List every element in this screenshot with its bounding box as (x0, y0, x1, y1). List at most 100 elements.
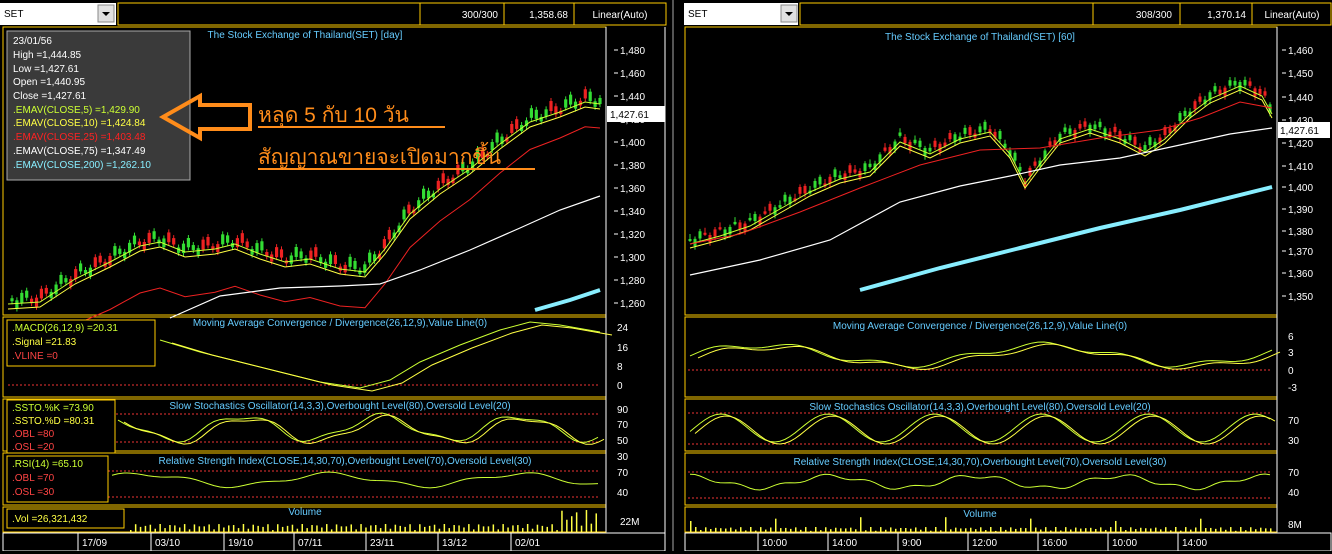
rsi-line (689, 473, 1271, 491)
time-label: 10:00 (762, 538, 787, 549)
candle (818, 176, 822, 185)
volume-bar (765, 529, 767, 532)
volume-bar (1250, 527, 1252, 532)
left-rsi-axis: 70 40 (617, 468, 629, 499)
volume-bar (965, 528, 967, 532)
volume-bar (531, 528, 534, 532)
volume-bar (468, 524, 470, 532)
axis-tick-label: 1,460 (1288, 46, 1313, 57)
right-chart-panel: SET 308/300 1,370.14 Linear(Auto) The St… (672, 0, 1332, 552)
candle (206, 236, 210, 246)
axis-tick-label: 70 (1288, 416, 1300, 427)
volume-bar (840, 528, 842, 532)
axis-tick-label: 0 (1288, 366, 1294, 377)
axis-tick-label: 16 (617, 343, 629, 354)
volume-bar (1105, 529, 1107, 532)
axis-tick-label: 30 (1288, 436, 1300, 447)
candle (593, 101, 597, 107)
right-scale-mode-button[interactable]: Linear(Auto) (1264, 10, 1319, 21)
axis-tick-label: 40 (617, 488, 629, 499)
candle (888, 147, 892, 154)
candle (387, 229, 391, 240)
candle (1193, 101, 1197, 110)
left-macd-lines (8, 321, 613, 392)
stoch-d-line (694, 415, 1276, 445)
candle (963, 127, 967, 134)
volume-bar (595, 513, 597, 532)
volume-bar (551, 524, 553, 532)
volume-bar (296, 528, 299, 532)
volume-bar (497, 529, 499, 532)
volume-bar (900, 527, 902, 532)
axis-tick-label: 24 (617, 323, 629, 334)
candle (1063, 127, 1067, 132)
candle (1163, 127, 1167, 136)
left-symbol-select[interactable] (0, 3, 116, 25)
volume-bar (1125, 530, 1127, 532)
candle (201, 239, 205, 250)
candle (943, 142, 947, 147)
info-low: Low =1,427.61 (13, 64, 79, 75)
candle (353, 260, 357, 269)
left-macd-title: Moving Average Convergence / Divergence(… (193, 318, 487, 329)
candle (1048, 141, 1052, 146)
volume-bar (760, 527, 762, 532)
volume-bar (790, 528, 792, 532)
left-current-price-tag (607, 106, 665, 122)
volume-bar (875, 530, 877, 532)
candle (713, 229, 717, 237)
volume-bar (1055, 527, 1057, 532)
volume-bar (945, 517, 947, 532)
volume-bar (745, 530, 747, 532)
volume-bar (188, 529, 191, 532)
volume-bar (830, 529, 832, 532)
left-scale-mode-button[interactable]: Linear(Auto) (592, 10, 647, 21)
candle (569, 94, 573, 105)
candle (93, 257, 97, 268)
candle (255, 243, 259, 253)
candle (783, 194, 787, 202)
volume-bar (267, 524, 269, 532)
candle (30, 298, 34, 304)
volume-bar (566, 519, 568, 532)
axis-tick-label: 0 (617, 381, 623, 392)
right-symbol-select[interactable] (684, 3, 798, 25)
volume-bar (1135, 529, 1137, 532)
candle (289, 255, 293, 264)
volume-bar (1145, 528, 1147, 532)
volume-bar (755, 530, 757, 532)
volume-bar (443, 524, 446, 532)
macd-line (689, 341, 1273, 368)
candle (221, 234, 225, 245)
volume-bar (193, 524, 196, 532)
candle (265, 252, 269, 257)
candle (20, 292, 24, 303)
candle (1208, 92, 1212, 101)
ema25-line (7, 126, 601, 347)
volume-bar (960, 528, 962, 532)
candle (788, 196, 792, 205)
candle (813, 181, 817, 188)
volume-bar (835, 527, 837, 532)
left-current-price-text: 1,427.61 (610, 110, 649, 121)
candle (314, 247, 318, 257)
volume-bar (370, 525, 372, 532)
candle (1153, 141, 1157, 147)
ema10-line (7, 106, 601, 310)
volume-bar (770, 527, 772, 532)
volume-bar (1100, 527, 1102, 532)
volume-bar (242, 524, 245, 532)
volume-bar (980, 527, 982, 532)
volume-bar (433, 524, 436, 532)
right-stoch-axis: 70 30 (1288, 416, 1300, 447)
volume-bar (845, 528, 847, 532)
right-time-labels: 10:00 14:00 9:00 12:00 16:00 10:00 14:00 (757, 533, 1207, 551)
candle (539, 116, 543, 122)
left-chart-panel: SET 300/300 1,358.68 Linear(Auto) The St… (0, 2, 667, 552)
annotation-arrow-icon (158, 92, 252, 142)
volume-bar (1160, 529, 1162, 532)
axis-tick-label: 1,380 (1288, 227, 1313, 238)
volume-bar (330, 529, 333, 532)
candle (1143, 145, 1147, 151)
volume-bar (482, 526, 485, 532)
